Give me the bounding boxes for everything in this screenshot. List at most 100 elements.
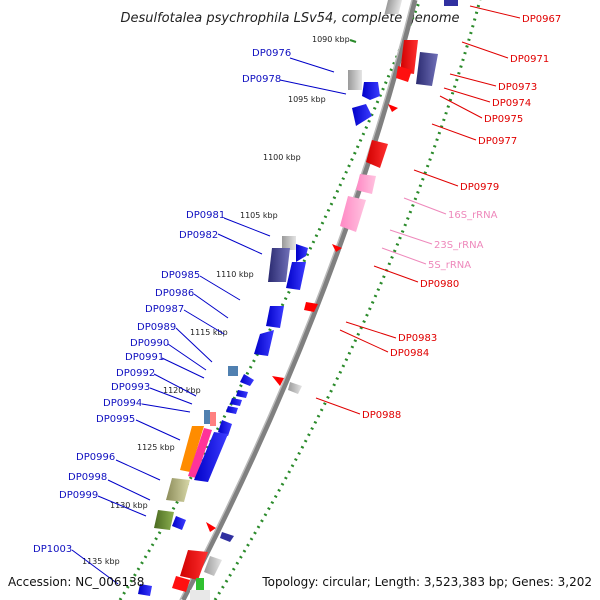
scale-label: 1095 kbp <box>288 95 326 104</box>
forward-strand-features <box>138 0 402 596</box>
scale-tick <box>349 39 357 43</box>
gene-feature[interactable] <box>296 244 308 262</box>
gene-label[interactable]: DP0991 <box>125 352 164 363</box>
gene-feature[interactable] <box>166 478 190 502</box>
scale-label: 1130 kbp <box>110 501 148 510</box>
gene-label[interactable]: DP0987 <box>145 304 184 315</box>
left-gene-labels: DP0976 DP0978 DP0981 DP0982 DP0985 DP098… <box>33 48 347 585</box>
map-title: Desulfotalea psychrophila LSv54, complet… <box>120 11 459 26</box>
gene-label[interactable]: 23S_rRNA <box>434 240 484 251</box>
gene-feature[interactable] <box>196 578 204 592</box>
gene-label[interactable]: DP0992 <box>116 368 155 379</box>
gene-feature[interactable] <box>226 406 238 414</box>
gene-label[interactable]: DP0996 <box>76 452 115 463</box>
gene-feature[interactable] <box>388 104 398 112</box>
gene-feature[interactable] <box>154 510 174 530</box>
gene-label[interactable]: DP0983 <box>398 333 437 344</box>
gene-feature[interactable] <box>138 584 152 596</box>
gene-feature[interactable] <box>348 70 362 90</box>
gene-feature[interactable] <box>444 0 458 6</box>
gene-label[interactable]: 16S_rRNA <box>448 210 498 221</box>
gene-label[interactable]: DP0995 <box>96 414 135 425</box>
gene-feature[interactable] <box>362 82 380 100</box>
gene-label[interactable]: DP0988 <box>362 410 401 421</box>
gene-feature[interactable] <box>230 398 242 406</box>
gene-feature[interactable] <box>194 432 228 482</box>
gene-feature[interactable] <box>268 248 290 282</box>
gene-feature[interactable] <box>204 556 222 576</box>
gene-feature[interactable] <box>384 0 402 14</box>
gene-label[interactable]: DP0980 <box>420 279 459 290</box>
reverse-strand-features <box>172 0 458 600</box>
gene-label[interactable]: DP0976 <box>252 48 291 59</box>
gene-feature[interactable] <box>172 576 190 592</box>
gene-label[interactable]: DP0971 <box>510 54 549 65</box>
gene-feature[interactable] <box>218 420 232 436</box>
gene-label[interactable]: DP0977 <box>478 136 517 147</box>
gene-feature[interactable] <box>352 104 372 126</box>
gene-feature[interactable] <box>172 516 186 530</box>
gene-feature[interactable] <box>254 330 274 356</box>
gene-label[interactable]: DP0982 <box>179 230 218 241</box>
rrna-labels: 16S_rRNA 23S_rRNA 5S_rRNA <box>381 197 498 271</box>
gene-label[interactable]: DP0994 <box>103 398 142 409</box>
gene-feature[interactable] <box>288 382 302 394</box>
gene-feature[interactable] <box>282 236 296 250</box>
scale-label: 1090 kbp <box>312 35 350 44</box>
gene-label[interactable]: DP0973 <box>498 82 537 93</box>
gene-label[interactable]: DP0984 <box>390 348 429 359</box>
gene-feature[interactable] <box>220 532 234 542</box>
scale-label: 1110 kbp <box>216 270 254 279</box>
gene-label[interactable]: DP0967 <box>522 14 561 25</box>
gene-feature[interactable] <box>190 590 210 600</box>
gene-feature[interactable] <box>266 306 284 328</box>
scale-label: 1100 kbp <box>263 153 301 162</box>
right-gene-labels: DP0967 DP0971 DP0973 DP0974 DP0975 DP097… <box>315 5 561 421</box>
gene-feature[interactable] <box>240 374 254 386</box>
scale-label: 1115 kbp <box>190 328 228 337</box>
gene-feature[interactable] <box>416 52 438 86</box>
gene-feature[interactable] <box>366 140 388 168</box>
scale-labels: 1090 kbp 1095 kbp 1100 kbp 1105 kbp 1110… <box>82 35 357 566</box>
gene-label[interactable]: DP0985 <box>161 270 200 281</box>
gene-feature[interactable] <box>180 550 208 580</box>
gene-feature[interactable] <box>236 390 248 398</box>
gene-feature[interactable] <box>180 426 204 472</box>
gene-label[interactable]: DP0978 <box>242 74 281 85</box>
gene-feature[interactable] <box>304 302 318 312</box>
genome-backbone <box>180 0 418 600</box>
scale-label: 1120 kbp <box>163 386 201 395</box>
gene-label[interactable]: 5S_rRNA <box>428 260 471 271</box>
gene-label[interactable]: DP0998 <box>68 472 107 483</box>
gene-feature[interactable] <box>332 244 342 252</box>
genome-backbone-highlight <box>179 0 413 600</box>
gene-feature[interactable] <box>340 196 366 232</box>
gene-feature[interactable] <box>228 366 238 376</box>
gene-feature[interactable] <box>396 66 412 82</box>
gene-feature[interactable] <box>286 262 306 290</box>
gene-label[interactable]: DP0989 <box>137 322 176 333</box>
gene-feature[interactable] <box>206 522 216 532</box>
gene-label[interactable]: DP0986 <box>155 288 194 299</box>
gene-label[interactable]: DP0974 <box>492 98 531 109</box>
gene-label[interactable]: DP0999 <box>59 490 98 501</box>
gene-feature[interactable] <box>204 410 210 424</box>
scale-label: 1125 kbp <box>137 443 175 452</box>
accession-text: Accession: NC_006138 <box>8 575 144 589</box>
gene-feature[interactable] <box>356 174 376 194</box>
gene-label[interactable]: DP0993 <box>111 382 150 393</box>
gene-feature[interactable] <box>400 40 418 74</box>
gene-feature[interactable] <box>188 428 212 478</box>
gene-label[interactable]: DP0979 <box>460 182 499 193</box>
gene-feature[interactable] <box>210 412 216 426</box>
gene-label[interactable]: DP1003 <box>33 544 72 555</box>
topology-text: Topology: circular; Length: 3,523,383 bp… <box>261 575 592 589</box>
gene-label[interactable]: DP0981 <box>186 210 225 221</box>
gene-feature[interactable] <box>272 376 284 386</box>
gene-label[interactable]: DP0975 <box>484 114 523 125</box>
scale-label: 1135 kbp <box>82 557 120 566</box>
scale-tracks <box>118 0 482 600</box>
scale-label: 1105 kbp <box>240 211 278 220</box>
gene-label[interactable]: DP0990 <box>130 338 169 349</box>
